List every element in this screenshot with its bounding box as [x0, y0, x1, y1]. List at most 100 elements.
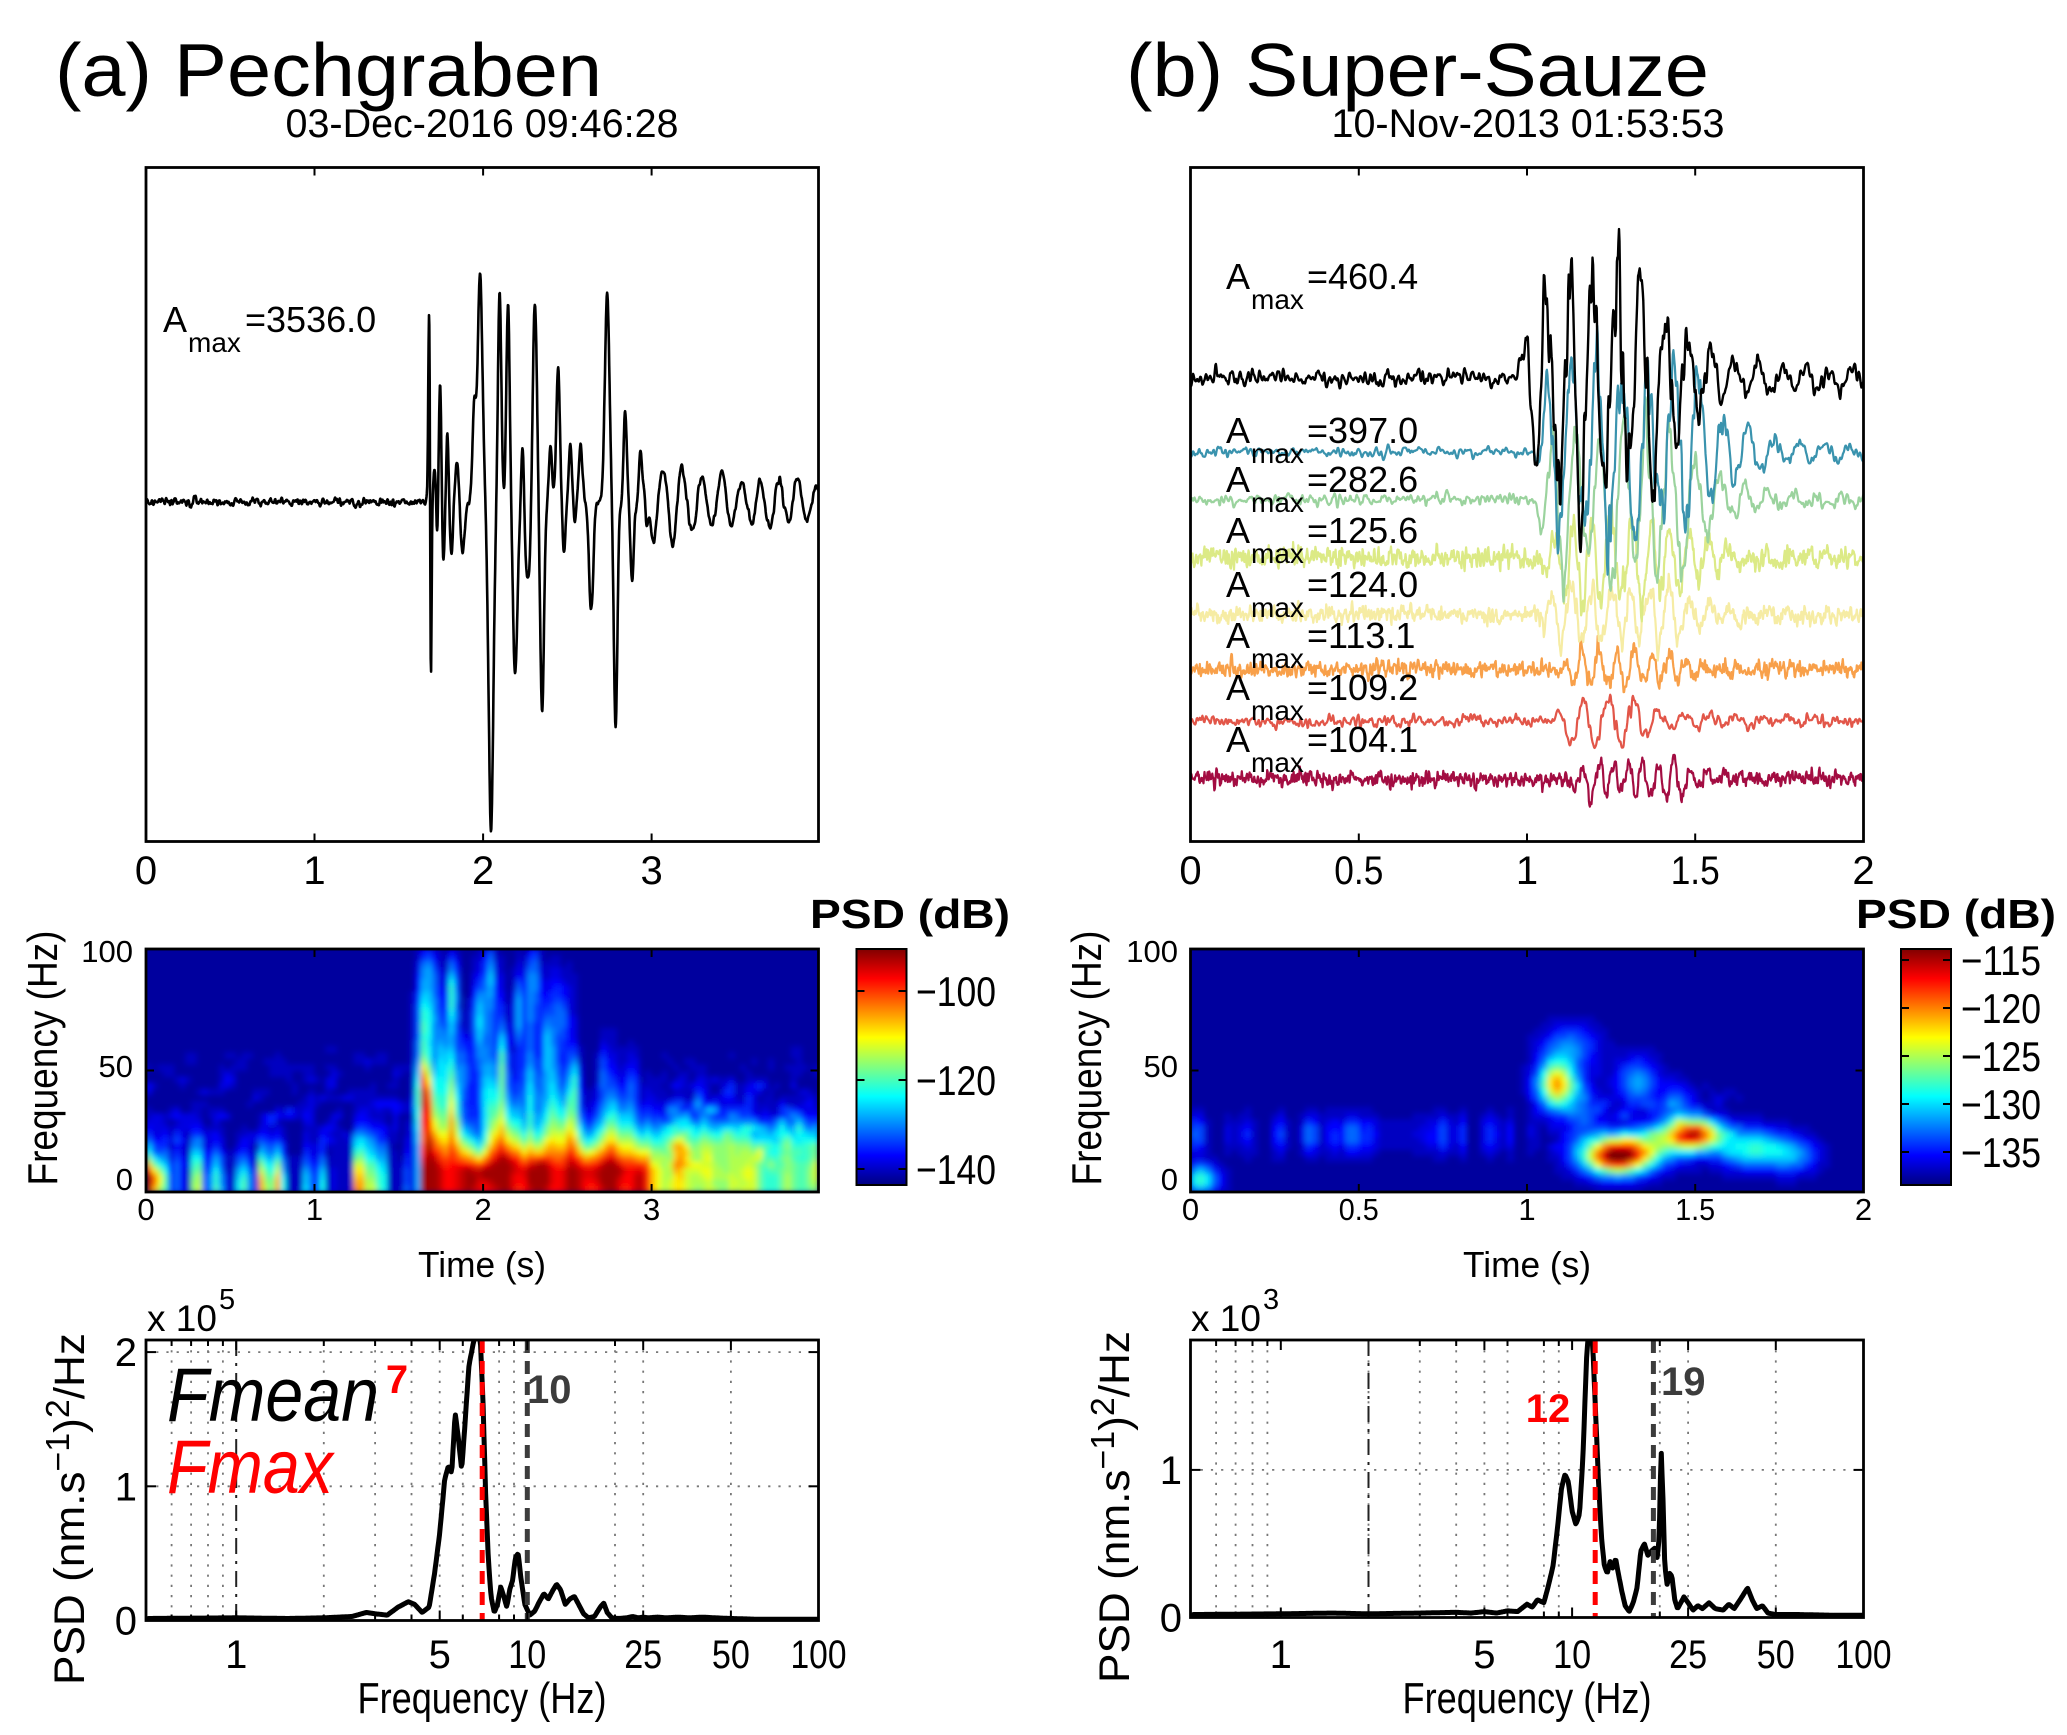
svg-text:A: A	[1226, 256, 1250, 297]
svg-text:1: 1	[306, 1192, 323, 1227]
svg-text:A: A	[1226, 410, 1250, 451]
svg-text:A: A	[1226, 719, 1250, 760]
svg-text:1: 1	[225, 1633, 247, 1677]
svg-text:0.5: 0.5	[1334, 849, 1383, 893]
svg-text:PSD (nm.s−1)2/Hz: PSD (nm.s−1)2/Hz	[1084, 1331, 1139, 1683]
svg-text:50: 50	[1757, 1633, 1795, 1677]
svg-text:3: 3	[1263, 1284, 1279, 1316]
svg-text:03-Dec-2016 09:46:28: 03-Dec-2016 09:46:28	[286, 102, 679, 146]
svg-text:Frequency (Hz): Frequency (Hz)	[358, 1674, 607, 1723]
svg-text:PSD (dB): PSD (dB)	[810, 891, 1010, 937]
svg-text:0.5: 0.5	[1339, 1192, 1379, 1227]
svg-text:0: 0	[137, 1192, 154, 1227]
svg-text:0: 0	[135, 849, 157, 893]
svg-text:0: 0	[1160, 1597, 1182, 1641]
svg-text:=124.0: =124.0	[1307, 564, 1418, 605]
svg-text:1: 1	[1518, 1192, 1535, 1227]
svg-text:2: 2	[1855, 1192, 1872, 1227]
svg-text:2: 2	[1852, 849, 1874, 893]
svg-text:50: 50	[1144, 1049, 1178, 1084]
svg-text:2: 2	[115, 1331, 137, 1375]
svg-text:100: 100	[791, 1633, 847, 1677]
svg-text:5: 5	[429, 1633, 451, 1677]
svg-text:max: max	[1251, 538, 1304, 569]
svg-text:1.5: 1.5	[1671, 849, 1720, 893]
svg-text:max: max	[1251, 643, 1304, 674]
svg-text:A: A	[1226, 564, 1250, 605]
svg-text:x 10: x 10	[1191, 1298, 1261, 1339]
svg-text:A: A	[1226, 667, 1250, 708]
svg-text:Fmax: Fmax	[167, 1425, 336, 1510]
svg-text:PSD (nm.s−1)2/Hz: PSD (nm.s−1)2/Hz	[39, 1333, 94, 1685]
svg-text:1.5: 1.5	[1675, 1192, 1715, 1227]
svg-text:=460.4: =460.4	[1307, 256, 1418, 297]
svg-text:0: 0	[1182, 1192, 1199, 1227]
svg-text:=104.1: =104.1	[1307, 719, 1418, 760]
svg-text:(b) Super-Sauze: (b) Super-Sauze	[1126, 28, 1709, 112]
svg-text:19: 19	[1661, 1360, 1706, 1404]
svg-text:25: 25	[1669, 1633, 1707, 1677]
svg-text:0: 0	[1161, 1162, 1178, 1197]
svg-text:max: max	[1251, 438, 1304, 469]
svg-text:5: 5	[1473, 1633, 1495, 1677]
svg-text:=282.6: =282.6	[1307, 459, 1418, 500]
svg-text:max: max	[1251, 284, 1304, 315]
svg-text:25: 25	[624, 1633, 662, 1677]
svg-text:Time (s): Time (s)	[1463, 1244, 1591, 1285]
svg-text:50: 50	[99, 1049, 133, 1084]
svg-text:−100: −100	[916, 968, 996, 1015]
svg-text:A: A	[1226, 615, 1250, 656]
svg-text:1: 1	[1516, 849, 1538, 893]
svg-text:A: A	[163, 299, 187, 340]
svg-text:1: 1	[1270, 1633, 1292, 1677]
svg-text:Frequency (Hz): Frequency (Hz)	[1063, 931, 1110, 1186]
svg-text:50: 50	[712, 1633, 750, 1677]
svg-text:0: 0	[1179, 849, 1201, 893]
svg-text:−140: −140	[916, 1146, 996, 1193]
svg-text:3: 3	[640, 849, 662, 893]
svg-text:−135: −135	[1961, 1129, 2041, 1176]
svg-text:100: 100	[1126, 934, 1178, 969]
svg-text:max: max	[1251, 695, 1304, 726]
svg-text:100: 100	[1836, 1633, 1892, 1677]
svg-text:0: 0	[116, 1162, 133, 1197]
svg-text:5: 5	[219, 1284, 235, 1316]
svg-text:=397.0: =397.0	[1307, 410, 1418, 451]
svg-text:12: 12	[1526, 1387, 1571, 1431]
svg-text:1: 1	[303, 849, 325, 893]
svg-text:−125: −125	[1961, 1033, 2041, 1080]
svg-text:=3536.0: =3536.0	[245, 299, 376, 340]
svg-text:10: 10	[1553, 1633, 1591, 1677]
svg-text:0: 0	[115, 1600, 137, 1644]
svg-text:Frequency (Hz): Frequency (Hz)	[19, 931, 66, 1186]
svg-text:max: max	[1251, 592, 1304, 623]
svg-text:PSD (dB): PSD (dB)	[1856, 891, 2056, 937]
svg-text:10-Nov-2013 01:53:53: 10-Nov-2013 01:53:53	[1332, 102, 1725, 146]
svg-text:(a) Pechgraben: (a) Pechgraben	[55, 28, 602, 112]
svg-text:max: max	[188, 327, 241, 358]
svg-text:100: 100	[81, 934, 133, 969]
svg-text:=125.6: =125.6	[1307, 510, 1418, 551]
svg-text:1: 1	[1160, 1449, 1182, 1493]
svg-text:10: 10	[508, 1633, 546, 1677]
svg-text:3: 3	[643, 1192, 660, 1227]
svg-text:Frequency (Hz): Frequency (Hz)	[1403, 1674, 1652, 1723]
svg-text:A: A	[1226, 510, 1250, 551]
svg-text:max: max	[1251, 747, 1304, 778]
svg-text:Time (s): Time (s)	[418, 1244, 546, 1285]
svg-text:x 10: x 10	[147, 1298, 217, 1339]
svg-text:A: A	[1226, 459, 1250, 500]
svg-text:7: 7	[386, 1358, 408, 1402]
svg-text:=113.1: =113.1	[1307, 615, 1415, 656]
svg-text:−130: −130	[1961, 1081, 2041, 1128]
svg-text:2: 2	[474, 1192, 491, 1227]
svg-text:=109.2: =109.2	[1307, 667, 1418, 708]
svg-text:Fmean: Fmean	[167, 1353, 379, 1438]
svg-text:−120: −120	[1961, 985, 2041, 1032]
svg-text:1: 1	[115, 1465, 137, 1509]
svg-text:−115: −115	[1961, 937, 2041, 984]
svg-text:−120: −120	[916, 1057, 996, 1104]
svg-text:10: 10	[527, 1368, 572, 1412]
svg-text:2: 2	[472, 849, 494, 893]
svg-text:max: max	[1251, 487, 1304, 518]
